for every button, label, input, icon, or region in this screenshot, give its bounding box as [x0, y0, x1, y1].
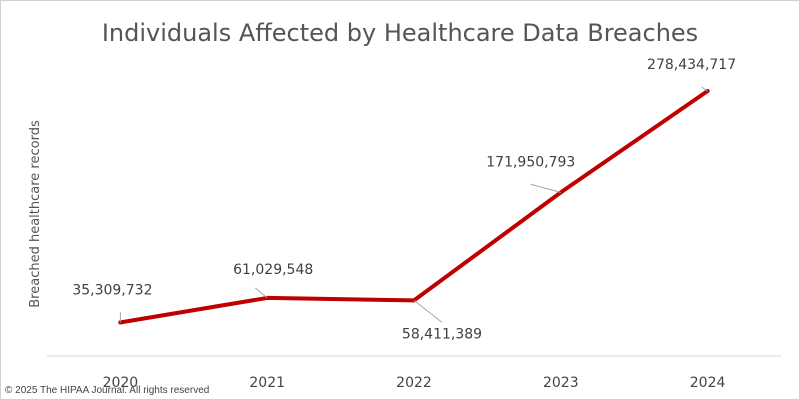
x-tick-label: 2020: [103, 375, 139, 391]
copyright-notice: © 2025 The HIPAA Journal. All rights res…: [5, 385, 210, 396]
data-label-leader: [254, 287, 268, 299]
data-label: 278,434,717: [647, 57, 736, 73]
y-axis-label: Breached healthcare records: [28, 120, 43, 308]
data-label: 58,411,389: [402, 326, 482, 342]
data-label: 171,950,793: [486, 154, 575, 170]
plot-area: 2020 2021 2022 2023 2024 35,309,732 61,029,548…: [47, 57, 781, 391]
x-tick-label: 2023: [543, 375, 579, 391]
x-tick-label: 2022: [396, 375, 432, 391]
data-label: 35,309,732: [72, 282, 152, 298]
data-label-leader: [530, 183, 561, 193]
x-tick-label: 2021: [249, 375, 285, 391]
data-label-leader: [701, 86, 708, 92]
data-label: 61,029,548: [233, 262, 313, 278]
x-tick-label: 2024: [690, 375, 726, 391]
data-label-leader: [413, 300, 443, 323]
series-line: [118, 89, 710, 325]
chart-title: Individuals Affected by Healthcare Data …: [102, 19, 698, 47]
